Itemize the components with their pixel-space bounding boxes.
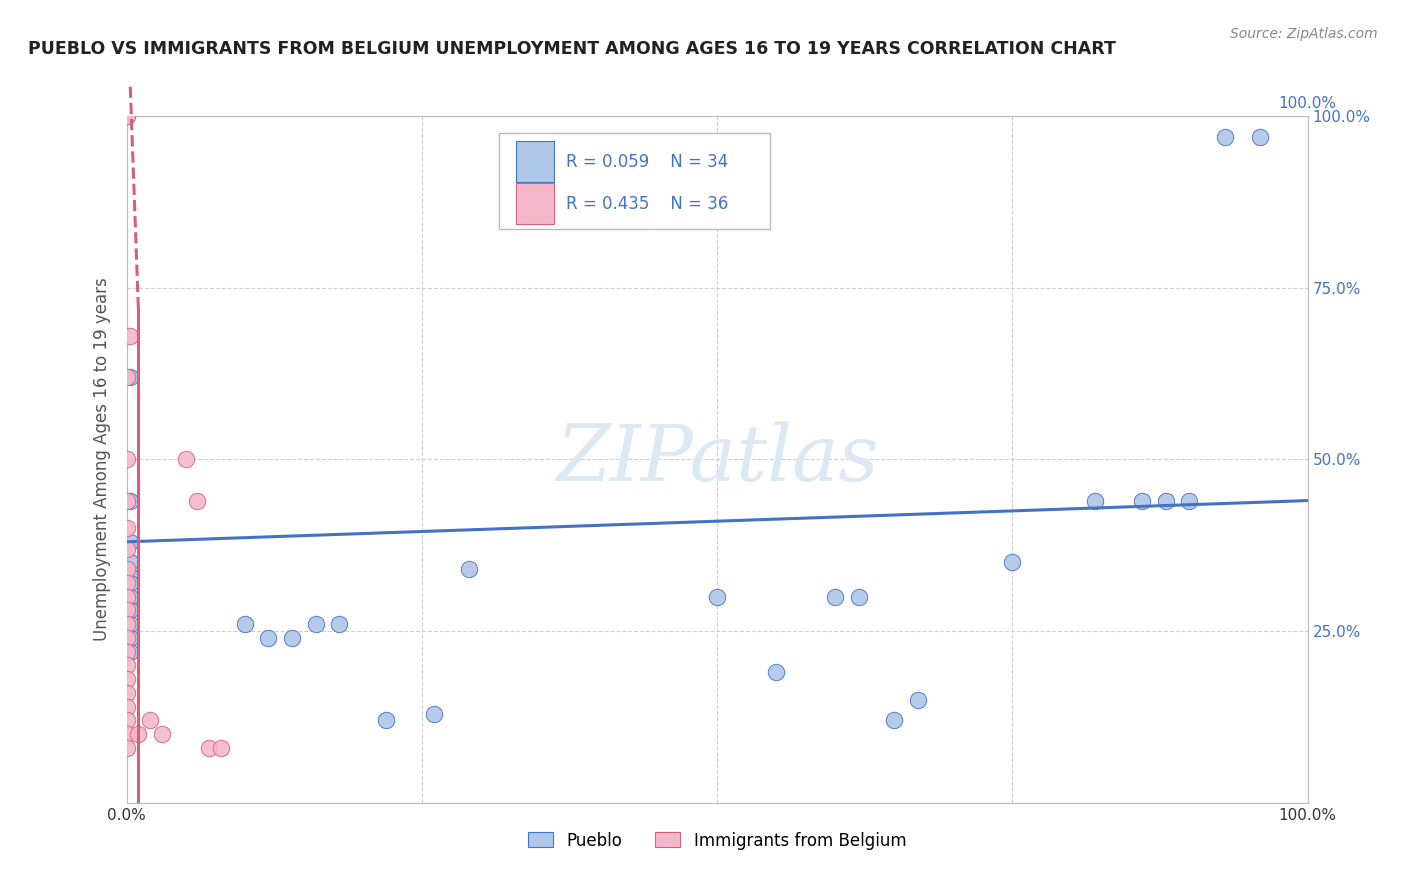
FancyBboxPatch shape — [516, 183, 554, 224]
Text: PUEBLO VS IMMIGRANTS FROM BELGIUM UNEMPLOYMENT AMONG AGES 16 TO 19 YEARS CORRELA: PUEBLO VS IMMIGRANTS FROM BELGIUM UNEMPL… — [28, 40, 1116, 58]
Point — [115, 109, 138, 123]
Point — [115, 727, 138, 741]
Point — [115, 699, 138, 714]
Text: R = 0.435    N = 36: R = 0.435 N = 36 — [565, 194, 728, 212]
Point — [198, 740, 221, 755]
Point — [115, 658, 138, 673]
Point — [115, 452, 138, 467]
FancyBboxPatch shape — [516, 141, 554, 182]
Point — [1249, 129, 1271, 144]
Point — [375, 714, 398, 728]
Point — [1213, 129, 1236, 144]
Point — [115, 370, 138, 384]
Point — [907, 692, 929, 706]
Point — [765, 665, 787, 680]
Point — [115, 672, 138, 686]
Point — [120, 590, 142, 604]
Point — [115, 109, 138, 123]
Point — [150, 727, 173, 741]
Point — [127, 727, 149, 741]
Point — [848, 590, 870, 604]
Point — [115, 740, 138, 755]
Point — [120, 328, 142, 343]
Point — [120, 534, 142, 549]
Point — [1154, 493, 1177, 508]
Point — [115, 493, 138, 508]
Point — [328, 617, 350, 632]
Point — [115, 603, 138, 617]
Legend: Pueblo, Immigrants from Belgium: Pueblo, Immigrants from Belgium — [522, 825, 912, 856]
Point — [186, 493, 208, 508]
Point — [120, 631, 142, 645]
Point — [115, 617, 138, 632]
Text: R = 0.059    N = 34: R = 0.059 N = 34 — [565, 153, 728, 170]
Y-axis label: Unemployment Among Ages 16 to 19 years: Unemployment Among Ages 16 to 19 years — [93, 277, 111, 641]
Point — [257, 631, 280, 645]
Point — [458, 562, 481, 576]
Point — [281, 631, 304, 645]
Point — [120, 576, 142, 591]
Point — [115, 714, 138, 728]
Point — [115, 576, 138, 591]
Point — [120, 603, 142, 617]
Point — [115, 590, 138, 604]
Point — [115, 541, 138, 556]
Point — [422, 706, 444, 721]
Point — [706, 590, 728, 604]
Point — [120, 493, 142, 508]
Point — [115, 645, 138, 659]
Point — [1084, 493, 1107, 508]
Point — [139, 714, 162, 728]
Point — [120, 645, 142, 659]
Point — [883, 714, 905, 728]
Point — [174, 452, 197, 467]
Point — [120, 370, 142, 384]
Point — [120, 617, 142, 632]
Point — [120, 555, 142, 570]
Text: ZIPatlas: ZIPatlas — [555, 421, 879, 498]
Point — [1178, 493, 1201, 508]
Point — [824, 590, 846, 604]
FancyBboxPatch shape — [499, 133, 770, 229]
Text: Source: ZipAtlas.com: Source: ZipAtlas.com — [1230, 27, 1378, 41]
Point — [115, 631, 138, 645]
Point — [1001, 555, 1024, 570]
Point — [115, 521, 138, 535]
Point — [120, 569, 142, 583]
Point — [115, 562, 138, 576]
Point — [115, 686, 138, 700]
Point — [304, 617, 326, 632]
Point — [209, 740, 232, 755]
Point — [1130, 493, 1153, 508]
Point — [233, 617, 256, 632]
